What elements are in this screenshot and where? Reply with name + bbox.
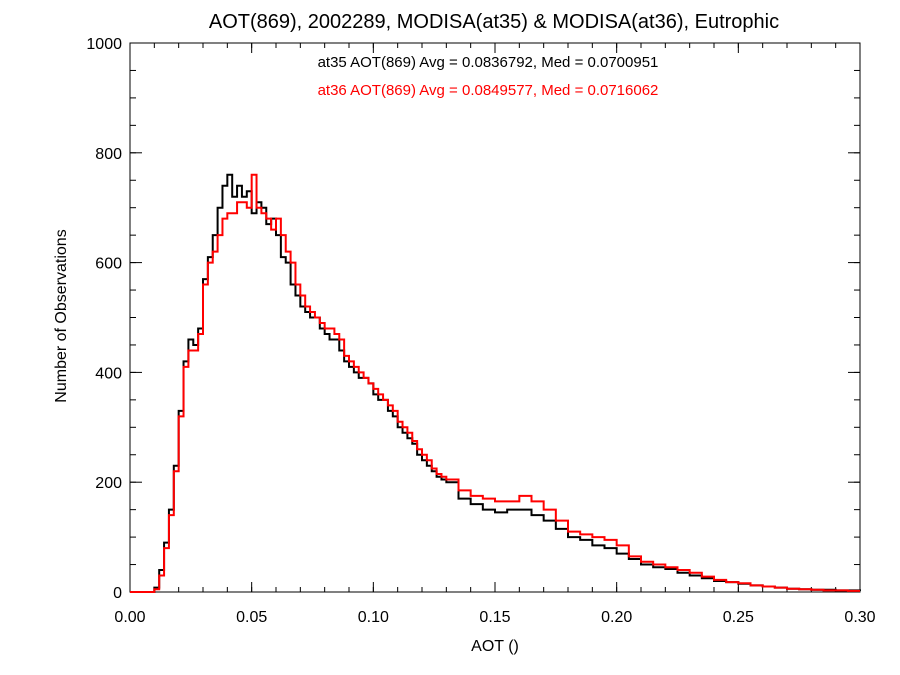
x-tick-label: 0.25 bbox=[723, 609, 754, 626]
x-tick-label: 0.30 bbox=[844, 609, 875, 626]
x-axis-label: AOT () bbox=[471, 638, 519, 655]
x-tick-label: 0.05 bbox=[236, 609, 267, 626]
x-tick-label: 0.15 bbox=[479, 609, 510, 626]
y-tick-label: 600 bbox=[95, 256, 122, 273]
plot-area: 0.00 0.05 0.10 0.15 0.20 0.25 0.30 0 200 400 600 80… bbox=[86, 36, 875, 626]
series-line-0 bbox=[130, 173, 861, 593]
x-tick-label: 0.20 bbox=[601, 609, 632, 626]
annotation-at36: at36 AOT(869) Avg = 0.0849577, Med = 0.0… bbox=[318, 82, 659, 99]
y-axis-label: Number of Observations bbox=[53, 229, 70, 402]
y-tick-label: 1000 bbox=[86, 36, 122, 53]
x-tick-label: 0.00 bbox=[114, 609, 145, 626]
x-tick-label: 0.10 bbox=[358, 609, 389, 626]
chart-title: AOT(869), 2002289, MODISA(at35) & MODISA… bbox=[209, 11, 779, 33]
series-line-1 bbox=[130, 173, 860, 593]
y-tick-label: 0 bbox=[113, 585, 122, 602]
y-tick-label: 200 bbox=[95, 475, 122, 492]
annotation-at35: at35 AOT(869) Avg = 0.0836792, Med = 0.0… bbox=[318, 54, 659, 71]
y-tick-label: 800 bbox=[95, 146, 122, 163]
y-tick-label: 400 bbox=[95, 365, 122, 382]
